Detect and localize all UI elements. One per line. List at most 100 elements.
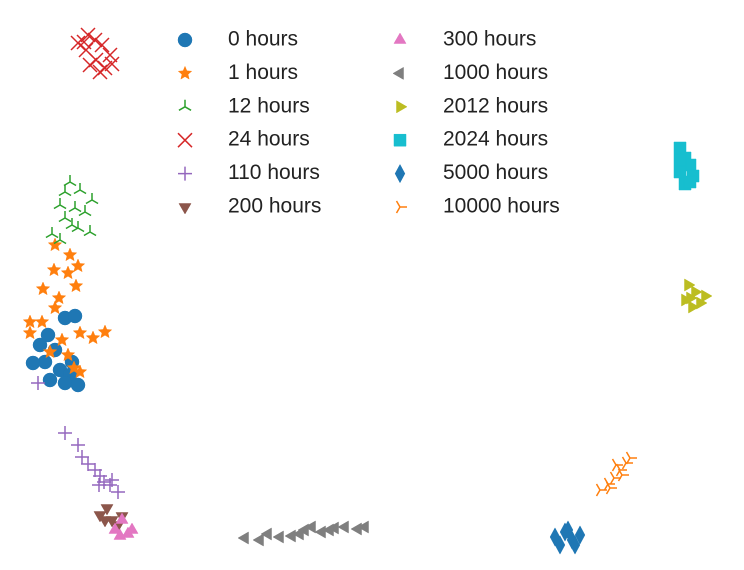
scatter-point [562, 520, 574, 540]
scatter-point [67, 308, 83, 324]
scatter-point [78, 205, 92, 217]
legend-label: 24 hours [228, 128, 310, 151]
scatter-point [85, 330, 101, 345]
scatter-point [111, 485, 125, 499]
scatter-point [684, 278, 696, 292]
legend-label: 200 hours [228, 195, 321, 218]
legend-label: 2012 hours [443, 94, 548, 117]
scatter-point [108, 522, 122, 534]
legend-marker [178, 166, 192, 181]
scatter-point [68, 201, 82, 213]
scatter-point [22, 325, 38, 340]
scatter-point [260, 527, 272, 541]
scatter-point [554, 535, 566, 555]
scatter-point [82, 57, 98, 73]
scatter-point [34, 314, 50, 329]
legend-marker [393, 32, 407, 44]
scatter-point [40, 327, 56, 343]
scatter-point [32, 337, 48, 353]
scatter-point [71, 438, 85, 452]
scatter-point [76, 34, 92, 50]
scatter-point [51, 290, 67, 305]
scatter-point [25, 355, 41, 371]
scatter-point [92, 478, 106, 492]
scatter-point [102, 47, 118, 63]
scatter-point [58, 426, 72, 440]
scatter-point [337, 520, 349, 534]
scatter-point [98, 516, 112, 528]
legend-marker [393, 133, 407, 147]
scatter-point [47, 237, 63, 252]
legend-marker [177, 32, 193, 48]
scatter-point [625, 451, 637, 465]
scatter-point [42, 344, 58, 359]
legend-label: 5000 hours [443, 161, 548, 184]
scatter-point [97, 324, 113, 339]
scatter-point [322, 523, 334, 537]
legend-label: 0 hours [228, 28, 298, 51]
scatter-point [60, 265, 76, 280]
scatter-point [62, 247, 78, 262]
scatter-point [94, 37, 110, 53]
scatter-point [72, 325, 88, 340]
legend-marker [178, 203, 192, 215]
scatter-point [60, 347, 76, 362]
scatter-point [104, 56, 120, 72]
legend-label: 2024 hours [443, 128, 548, 151]
scatter-point [115, 512, 129, 524]
scatter-point [100, 504, 114, 516]
legend-label: 10000 hours [443, 195, 560, 218]
scatter-point [72, 364, 88, 379]
scatter-point [58, 211, 72, 223]
scatter-point [45, 227, 59, 239]
legend-marker [392, 66, 404, 80]
scatter-point [71, 221, 85, 233]
scatter-point [252, 533, 264, 547]
scatter-point [574, 525, 586, 545]
legend-label: 1000 hours [443, 61, 548, 84]
scatter-point [105, 473, 119, 487]
scatter-point [113, 528, 127, 540]
legend-marker [177, 65, 193, 80]
legend-label: 300 hours [443, 28, 536, 51]
legend-marker [177, 132, 193, 148]
scatter-point [681, 293, 693, 307]
scatter-point [47, 300, 63, 315]
legend-marker [395, 200, 407, 214]
scatter-point [53, 198, 67, 210]
scatter-point [92, 64, 108, 80]
scatter-point [57, 375, 73, 391]
scatter-point [54, 332, 70, 347]
legend-label: 12 hours [228, 94, 310, 117]
scatter-point [357, 520, 369, 534]
scatter-point [42, 372, 58, 388]
scatter-point [272, 530, 284, 544]
scatter-point [673, 153, 687, 167]
scatter-point [80, 27, 96, 43]
scatter-point [68, 278, 84, 293]
scatter-point [292, 527, 304, 541]
scatter-point [31, 376, 45, 390]
legend-marker [394, 163, 406, 184]
scatter-point [35, 281, 51, 296]
scatter-point [569, 535, 581, 555]
scatter-point [70, 377, 86, 393]
scatter-point [304, 520, 316, 534]
scatter-point [701, 289, 713, 303]
legend-label: 110 hours [228, 161, 320, 184]
scatter-point [63, 175, 77, 187]
scatter-point [58, 185, 72, 197]
scatter-point [611, 458, 623, 472]
scatter-point [75, 450, 89, 464]
scatter-point [691, 285, 703, 299]
scatter-point [617, 468, 629, 482]
scatter-point [683, 175, 697, 189]
scatter-point [73, 183, 87, 195]
scatter-point [696, 296, 708, 310]
scatter-point [125, 522, 139, 534]
scatter-point [237, 531, 249, 545]
scatter-point [605, 481, 617, 495]
scatter-point [37, 354, 53, 370]
scatter-point [70, 258, 86, 273]
scatter-point [314, 525, 326, 539]
